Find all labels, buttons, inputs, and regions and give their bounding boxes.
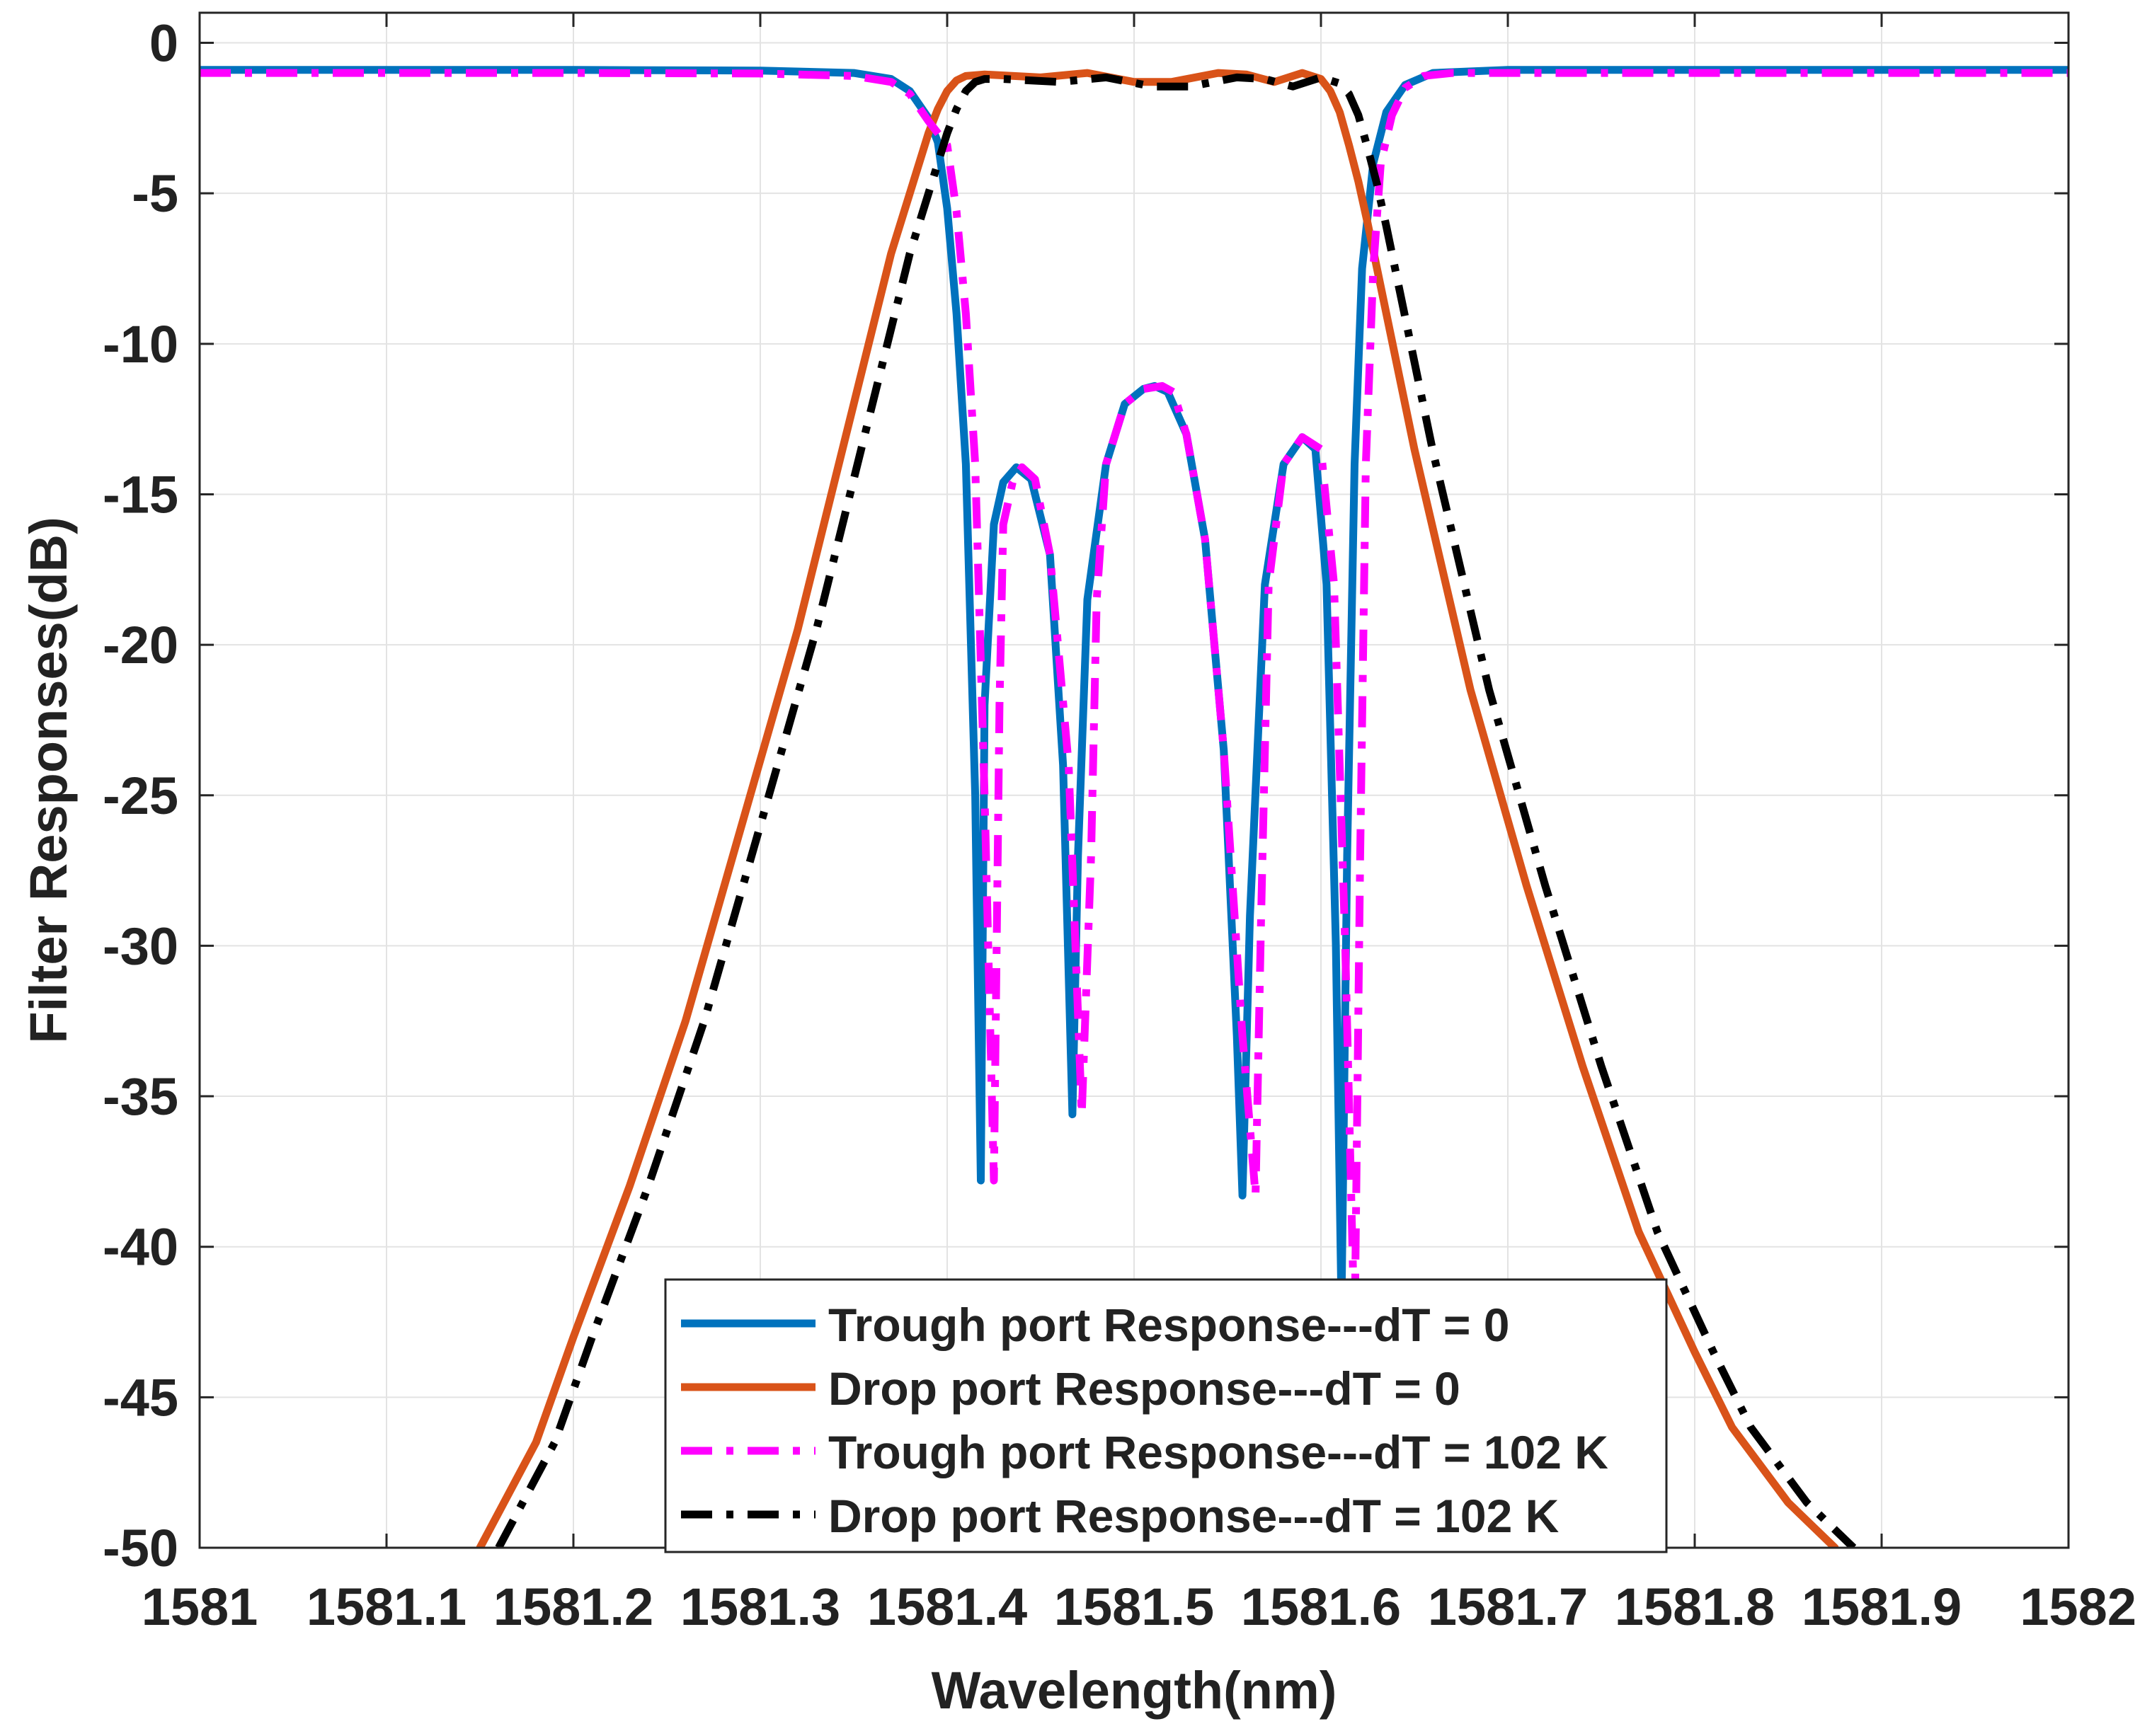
x-tick-label: 1581.6: [1241, 1577, 1401, 1636]
y-tick-label: -20: [103, 616, 178, 674]
x-tick-label: 1581.3: [680, 1577, 840, 1636]
x-tick-label: 1581.1: [307, 1577, 467, 1636]
y-tick-label: -15: [103, 465, 178, 524]
y-axis-label: Filter Responses(dB): [19, 517, 78, 1043]
x-tick-label: 1581.2: [493, 1577, 653, 1636]
y-tick-labels: 0 -5 -10 -15 -20 -25 -30 -35 -40 -45 -50: [103, 14, 178, 1577]
y-tick-label: -10: [103, 315, 178, 374]
y-tick-label: -45: [103, 1368, 178, 1427]
x-tick-label: 1581.7: [1428, 1577, 1588, 1636]
x-tick-label: 1581: [142, 1577, 258, 1636]
y-tick-label: -35: [103, 1067, 178, 1126]
x-tick-label: 1581.9: [1802, 1577, 1962, 1636]
y-tick-label: -40: [103, 1218, 178, 1277]
legend-label-1: Trough port Response---dT = 0: [828, 1299, 1510, 1351]
x-tick-label: 1581.5: [1054, 1577, 1214, 1636]
y-tick-label: -25: [103, 766, 178, 825]
y-tick-label: -5: [132, 164, 178, 223]
series-layer: [200, 66, 2069, 1548]
y-tick-label: 0: [149, 14, 178, 73]
legend-label-4: Drop port Response---dT = 102 K: [828, 1490, 1560, 1542]
legend-items: Trough port Response---dT = 0 Drop port R…: [681, 1299, 1608, 1542]
x-tick-label: 1581.4: [867, 1577, 1027, 1636]
series-line-4: [495, 73, 1857, 1548]
legend-box: [664, 1278, 1668, 1553]
y-tick-label: -30: [103, 916, 178, 975]
series-line-1: [200, 66, 2069, 1311]
legend-label-3: Trough port Response---dT = 102 K: [828, 1426, 1608, 1478]
legend: Trough port Response---dT = 0 Drop port R…: [664, 1278, 1668, 1553]
x-tick-label: 1582: [2020, 1577, 2136, 1636]
x-tick-labels: 1581 1581.1 1581.2 1581.3 1581.4 1581.5 1581.6…: [142, 1577, 2136, 1636]
x-tick-label: 1581.8: [1615, 1577, 1775, 1636]
series-line-2: [476, 69, 1839, 1548]
legend-label-2: Drop port Response---dT = 0: [828, 1362, 1460, 1415]
series-line-3: [200, 69, 2069, 1341]
y-tick-label: -50: [103, 1519, 178, 1577]
x-axis-label: Wavelength(nm): [932, 1661, 1337, 1720]
